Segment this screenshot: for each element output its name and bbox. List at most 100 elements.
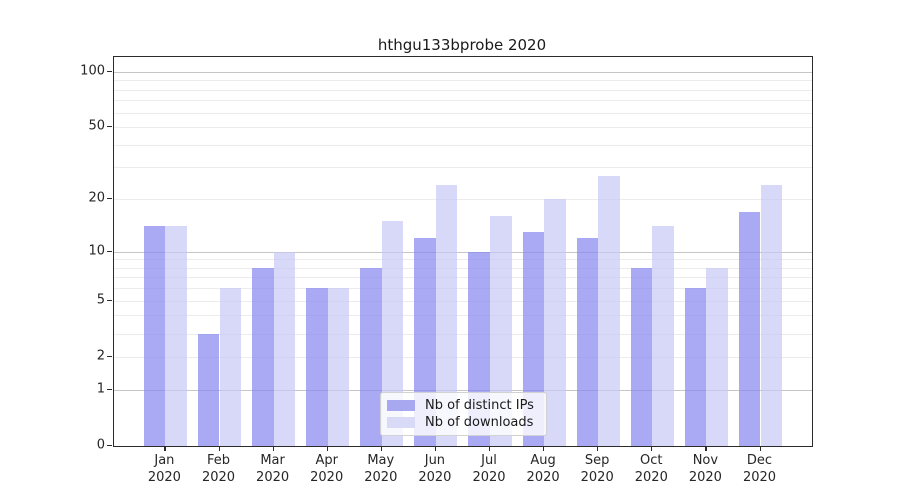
x-tick-month-jul: Jul	[481, 453, 497, 468]
y-tick-label-20: 20	[88, 190, 105, 206]
bar-ips-may	[360, 267, 382, 446]
x-tick-year-dec: 2020	[742, 470, 777, 485]
bar-downloads-oct	[652, 226, 674, 446]
bar-ips-sep	[576, 237, 599, 446]
bar-downloads-apr	[327, 288, 350, 446]
y-tick-mark-10	[107, 250, 112, 252]
x-tick-year-jan: 2020	[147, 470, 181, 485]
gridline-minor-90	[114, 80, 812, 82]
bar-downloads-jan	[165, 226, 187, 446]
x-tick-year-feb: 2020	[201, 470, 236, 485]
x-tick-month-jan: Jan	[154, 453, 175, 468]
x-tick-label-mar: Mar 2020	[243, 452, 303, 486]
x-tick-label-aug: Aug 2020	[513, 452, 573, 486]
bar-ips-mar	[252, 267, 274, 446]
chart-title: hthgu133bprobe 2020	[377, 36, 547, 54]
y-tick-label-0: 0	[96, 437, 105, 453]
gridline-minor-70	[114, 100, 812, 102]
x-tick-mark-nov	[705, 446, 707, 451]
x-tick-month-sep: Sep	[584, 453, 610, 468]
bar-downloads-jul	[490, 216, 512, 446]
x-tick-label-sep: Sep 2020	[567, 452, 627, 486]
x-tick-year-oct: 2020	[634, 470, 668, 485]
x-tick-label-feb: Feb 2020	[189, 452, 249, 486]
gridline-minor-5	[114, 300, 812, 302]
gridline-minor-40	[114, 144, 812, 146]
bar-downloads-aug	[544, 199, 566, 446]
bar-downloads-dec	[760, 184, 783, 446]
bar-downloads-mar	[273, 251, 296, 446]
y-tick-label-2: 2	[96, 348, 105, 364]
legend-row-distinct-ips: Nb of distinct IPs	[387, 398, 538, 413]
legend-swatch-distinct-ips	[387, 400, 415, 411]
x-tick-label-dec: Dec 2020	[730, 452, 790, 486]
y-tick-mark-5	[107, 299, 112, 301]
bar-ips-feb	[197, 333, 220, 446]
x-tick-month-mar: Mar	[260, 453, 285, 468]
y-tick-label-1: 1	[96, 381, 105, 397]
legend-swatch-downloads	[387, 417, 415, 428]
gridline-minor-30	[114, 167, 812, 169]
x-tick-label-jun: Jun 2020	[405, 452, 465, 486]
x-tick-month-feb: Feb	[206, 453, 231, 468]
gridline-minor-3	[114, 333, 812, 335]
gridline-minor-6	[114, 288, 812, 290]
x-tick-month-nov: Nov	[692, 453, 719, 468]
x-tick-mark-aug	[543, 446, 545, 451]
y-tick-label-50: 50	[88, 118, 105, 134]
bar-ips-oct	[630, 267, 653, 446]
bar-downloads-nov	[706, 267, 728, 446]
legend-label-downloads: Nb of downloads	[425, 415, 534, 430]
bar-downloads-sep	[598, 175, 620, 446]
bar-ips-dec	[738, 211, 761, 446]
gridline-minor-60	[114, 112, 812, 114]
y-tick-mark-20	[107, 198, 112, 200]
gridline-major-1	[114, 389, 812, 391]
gridline-minor-20	[114, 199, 812, 201]
y-tick-mark-1	[107, 388, 112, 390]
x-tick-year-aug: 2020	[526, 470, 560, 485]
x-tick-mark-sep	[597, 446, 599, 451]
gridline-minor-50	[114, 127, 812, 129]
gridline-minor-4	[114, 315, 812, 317]
x-tick-month-apr: Apr	[315, 453, 338, 468]
x-tick-year-mar: 2020	[256, 470, 290, 485]
x-tick-mark-feb	[218, 446, 220, 451]
gridline-minor-2	[114, 356, 812, 358]
x-tick-mark-jan	[164, 446, 166, 451]
gridline-minor-80	[114, 89, 812, 91]
x-tick-label-jul: Jul 2020	[459, 452, 519, 486]
gridline-major-100	[114, 71, 812, 73]
x-tick-month-dec: Dec	[746, 453, 773, 468]
x-tick-mark-mar	[272, 446, 274, 451]
x-tick-mark-may	[380, 446, 382, 451]
x-tick-label-oct: Oct 2020	[621, 452, 681, 486]
y-tick-mark-100	[107, 70, 112, 72]
legend-label-distinct-ips: Nb of distinct IPs	[425, 398, 534, 413]
gridline-minor-7	[114, 277, 812, 279]
x-tick-month-may: May	[367, 453, 395, 468]
y-tick-mark-2	[107, 355, 112, 358]
x-tick-mark-oct	[651, 446, 653, 451]
x-tick-mark-dec	[759, 446, 761, 451]
y-tick-label-100: 100	[80, 63, 105, 79]
x-tick-year-nov: 2020	[688, 470, 722, 485]
x-tick-mark-apr	[326, 446, 328, 451]
x-tick-year-sep: 2020	[580, 470, 614, 485]
bar-downloads-feb	[219, 288, 242, 446]
x-tick-month-aug: Aug	[530, 453, 556, 468]
x-tick-year-apr: 2020	[310, 470, 344, 485]
bar-downloads-jun	[435, 184, 458, 446]
x-tick-month-jun: Jun	[424, 453, 446, 468]
legend: Nb of distinct IPs Nb of downloads	[380, 392, 547, 436]
x-tick-label-apr: Apr 2020	[297, 452, 357, 486]
bar-ips-apr	[306, 288, 328, 446]
bar-ips-jan	[143, 226, 166, 446]
x-tick-year-may: 2020	[364, 470, 398, 485]
x-tick-mark-jun	[434, 446, 437, 451]
y-tick-label-5: 5	[96, 292, 105, 308]
gridline-major-10	[114, 251, 812, 253]
x-tick-year-jun: 2020	[418, 470, 452, 485]
y-tick-label-10: 10	[88, 243, 105, 258]
